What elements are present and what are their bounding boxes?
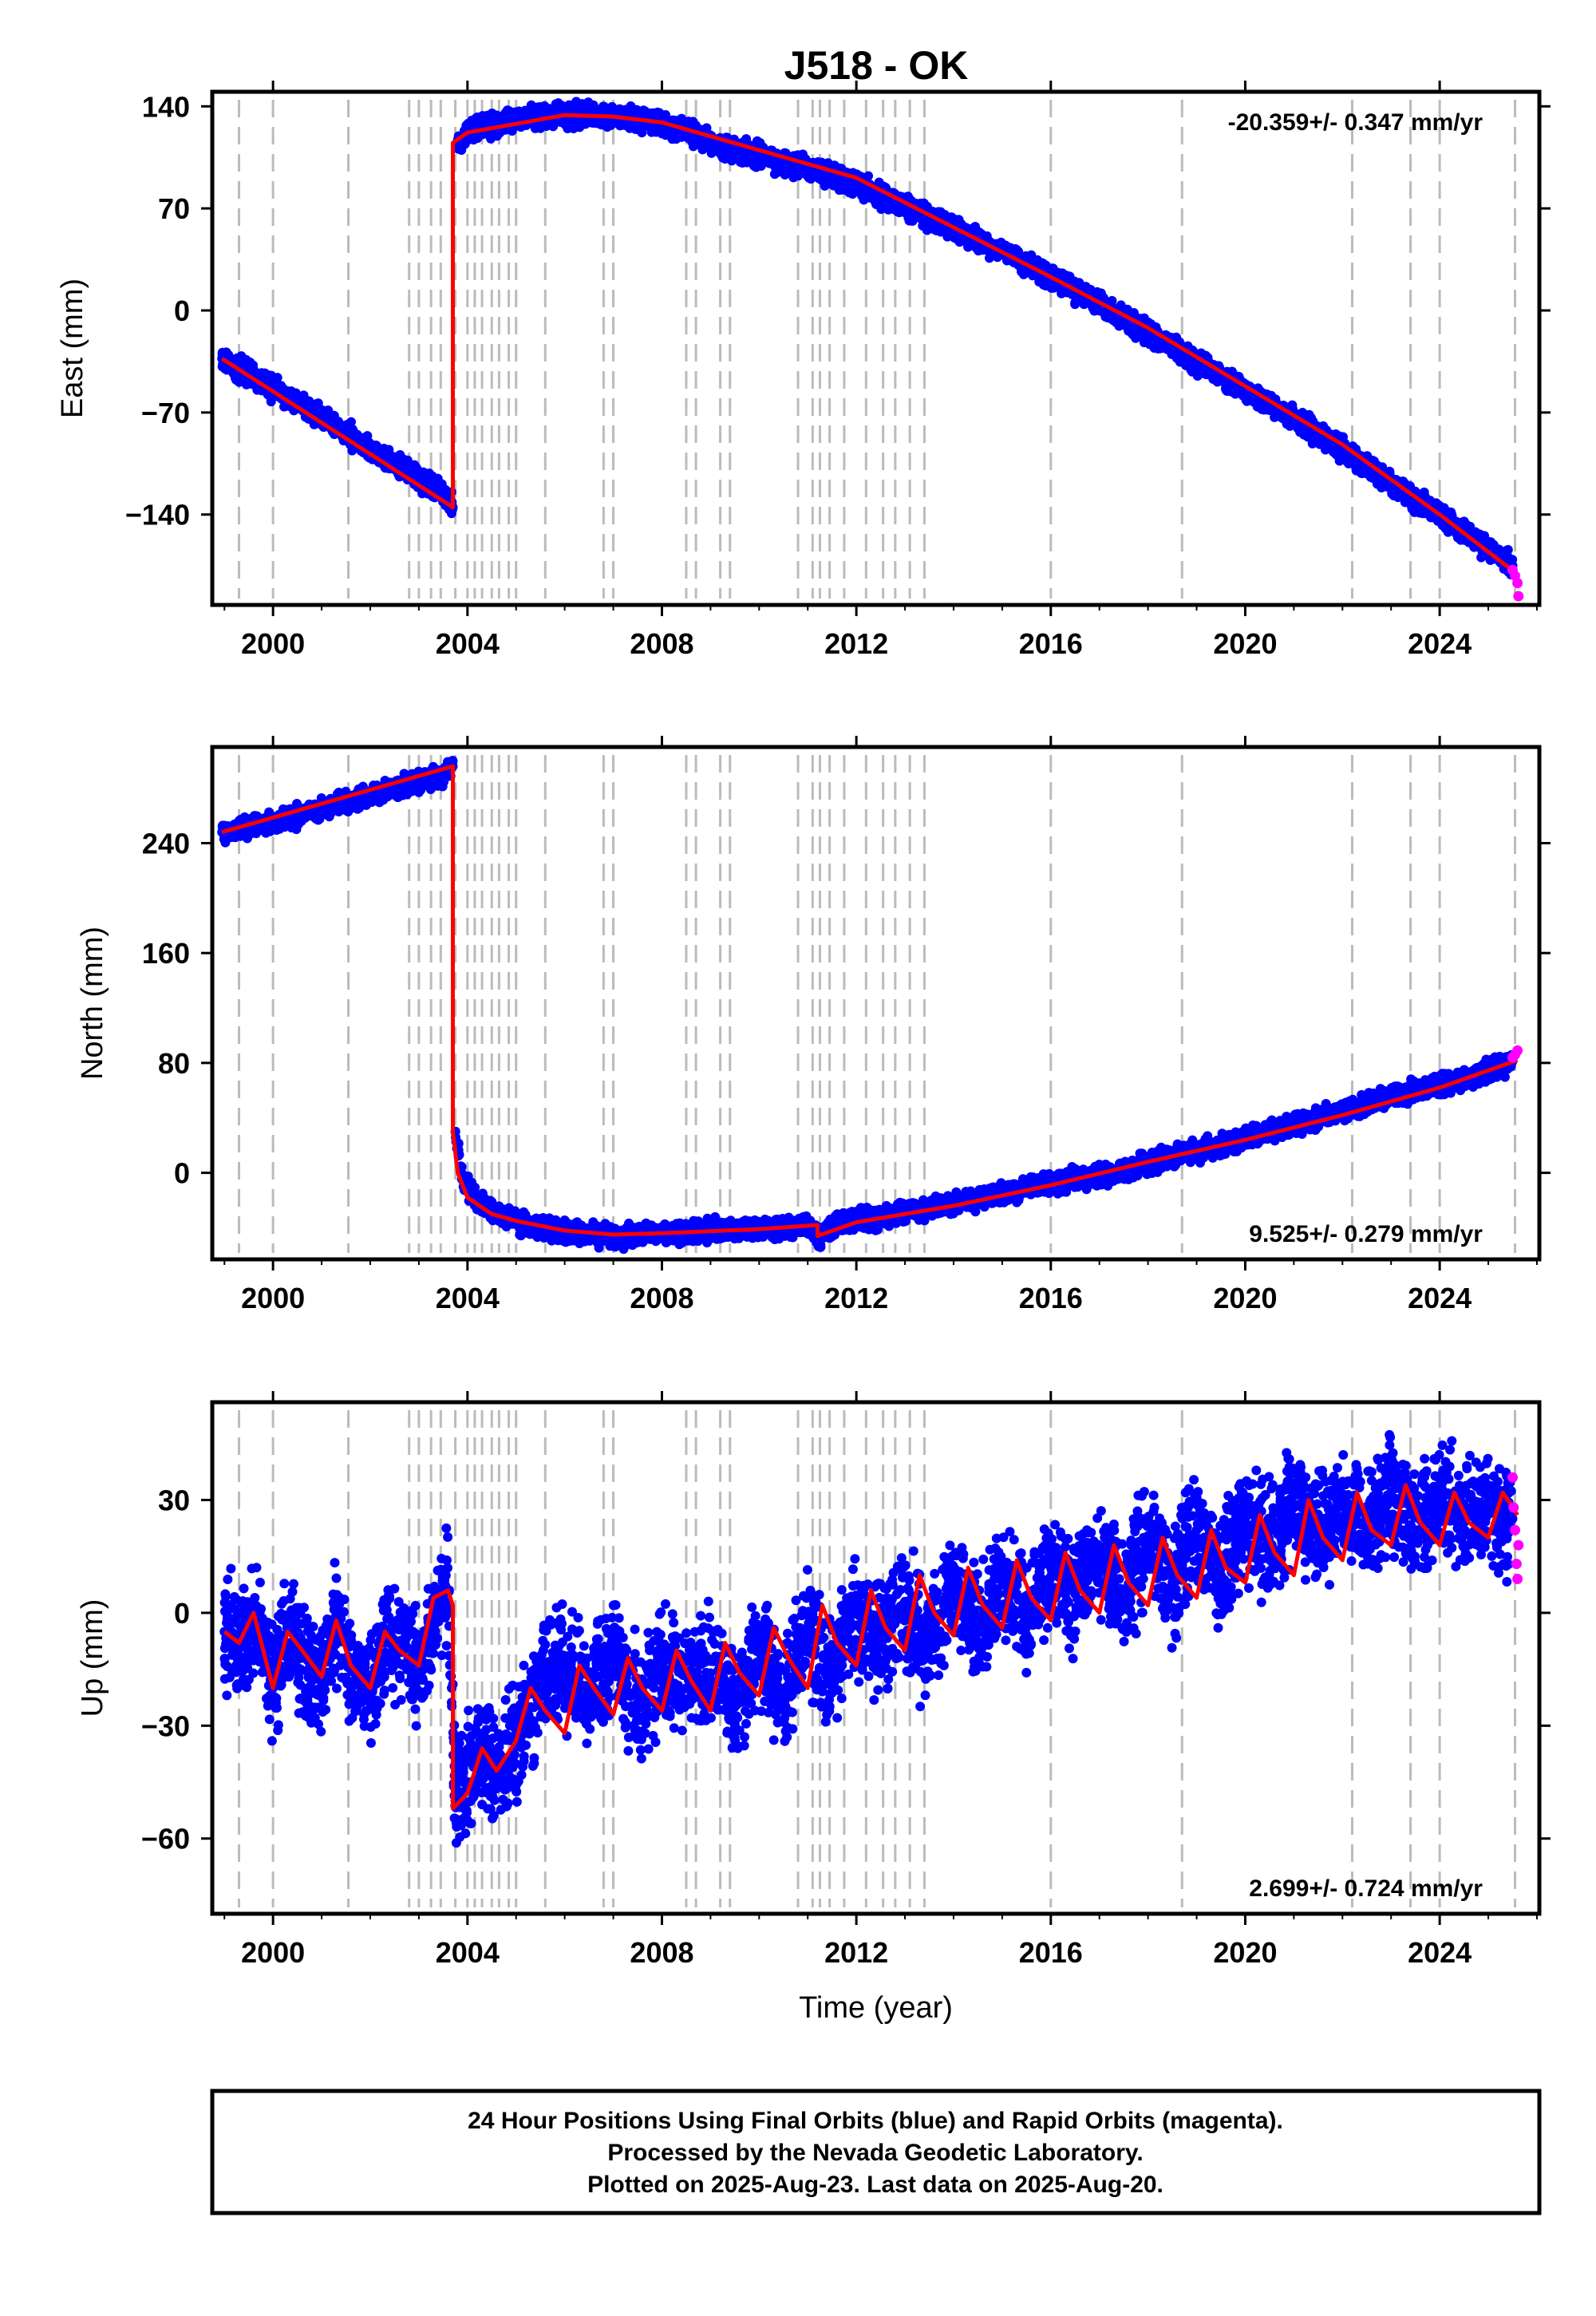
- final-orbit-point: [329, 410, 339, 421]
- final-orbit-point: [657, 128, 667, 139]
- x-tick-label: 2000: [241, 627, 305, 660]
- x-tick-label: 2024: [1408, 627, 1472, 660]
- final-orbit-point: [1070, 298, 1080, 308]
- final-orbit-point: [1037, 258, 1048, 268]
- final-orbit-point: [1341, 456, 1351, 466]
- final-orbit-point: [1370, 472, 1381, 482]
- final-orbit-point: [1487, 538, 1497, 548]
- final-orbit-point: [918, 220, 928, 231]
- final-orbit-point: [1152, 342, 1162, 352]
- final-orbit-point: [352, 430, 362, 441]
- final-orbit-point: [953, 235, 963, 245]
- final-orbit-point: [804, 172, 814, 182]
- rate-annotation: -20.359+/- 0.347 mm/yr: [1228, 109, 1483, 136]
- final-orbit-point: [248, 360, 259, 370]
- final-orbit-point: [587, 117, 597, 128]
- final-orbit-point: [397, 456, 407, 466]
- plot-area: [217, 97, 1524, 602]
- final-orbit-point: [780, 169, 790, 180]
- final-orbit-point: [1128, 330, 1138, 340]
- y-tick-label: 140: [142, 90, 190, 123]
- final-orbit-point: [710, 140, 721, 150]
- final-orbit-point: [1231, 384, 1241, 394]
- final-orbit-point: [743, 149, 753, 160]
- x-tick-label: 2012: [824, 627, 888, 660]
- final-orbit-point: [735, 148, 745, 159]
- x-tick-label: 2016: [1019, 627, 1083, 660]
- final-orbit-point: [232, 373, 243, 384]
- final-orbit-point: [637, 128, 647, 138]
- final-orbit-point: [1221, 384, 1231, 394]
- final-orbit-point: [769, 169, 780, 180]
- final-orbit-point: [1507, 555, 1518, 565]
- final-orbit-point: [575, 116, 585, 126]
- final-orbit-point: [735, 156, 745, 167]
- final-orbit-point: [535, 101, 546, 112]
- final-orbit-point: [829, 173, 839, 184]
- final-orbit-point: [512, 112, 522, 122]
- chart-title: J518 - OK: [784, 43, 969, 88]
- x-tick-label: 2004: [436, 627, 500, 660]
- final-orbit-point: [841, 179, 851, 189]
- event-lines: [238, 100, 1517, 599]
- y-tick-label: 0: [174, 294, 190, 327]
- x-tick-label: 2020: [1213, 627, 1277, 660]
- final-orbit-point: [772, 160, 783, 170]
- final-orbit-point: [406, 461, 417, 472]
- final-orbit-point: [370, 444, 381, 454]
- final-orbit-point: [1047, 282, 1057, 292]
- y-tick-label: −140: [125, 499, 190, 532]
- final-orbit-point: [565, 104, 575, 114]
- final-orbit-point: [342, 420, 352, 430]
- final-orbit-point: [701, 123, 712, 133]
- final-orbit-point: [934, 223, 945, 234]
- final-orbit-point: [1202, 369, 1212, 379]
- final-orbit-point: [878, 197, 888, 207]
- final-orbit-point: [523, 107, 534, 117]
- y-tick-label: −70: [141, 397, 190, 429]
- final-orbit-point: [1159, 342, 1169, 353]
- final-orbit-point: [1475, 529, 1485, 539]
- y-axis-label: East (mm): [56, 279, 89, 418]
- final-orbit-point: [492, 110, 502, 121]
- final-orbit-point: [1175, 357, 1185, 367]
- y-tick-label: 70: [158, 192, 190, 225]
- final-orbit-point: [961, 223, 971, 233]
- final-orbit-point: [857, 188, 867, 199]
- final-orbit-point: [1377, 483, 1387, 493]
- final-orbit-point: [1034, 273, 1045, 283]
- final-orbit-point: [982, 231, 992, 241]
- rapid-orbit-point: [1512, 578, 1523, 589]
- final-orbit-point: [682, 119, 693, 129]
- final-orbit-point: [863, 171, 874, 181]
- final-orbit-point: [907, 215, 918, 226]
- final-orbit-point: [1503, 544, 1513, 555]
- final-orbit-point: [1298, 407, 1308, 417]
- final-orbit-point: [1402, 496, 1412, 506]
- final-orbit-point: [894, 207, 904, 218]
- final-orbit-point: [417, 469, 427, 480]
- final-orbit-point: [595, 119, 605, 129]
- final-orbit-point: [637, 107, 647, 117]
- final-orbit-point: [259, 371, 269, 381]
- final-orbit-point: [347, 445, 358, 456]
- east-panel: 2000 2004 2008 2012 2016 2020 2024 140 70 0 −70 −14…: [56, 81, 1551, 660]
- final-orbit-point: [1057, 268, 1068, 279]
- final-orbit-point: [697, 144, 708, 155]
- final-orbit-point: [272, 373, 282, 383]
- x-tick-label: 2008: [630, 627, 693, 660]
- rapid-orbit-point: [1513, 591, 1524, 602]
